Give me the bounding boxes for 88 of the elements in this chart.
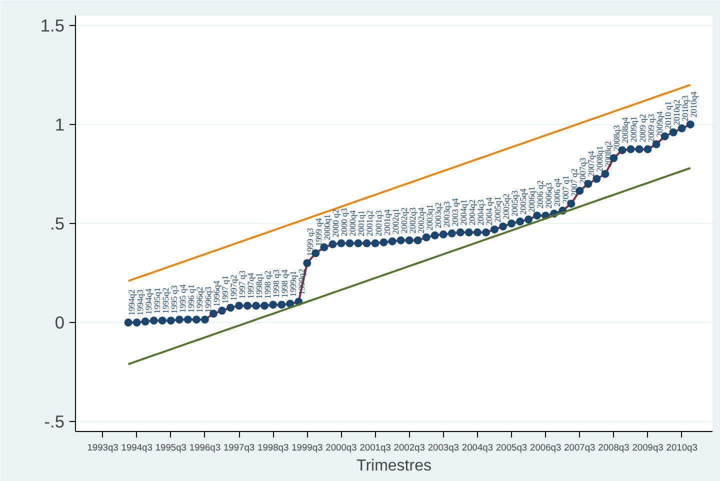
annotation: 2004q2	[466, 199, 477, 226]
annotation: 2000 q2	[330, 209, 341, 238]
annotation: 1997q4	[246, 272, 256, 299]
annotation: 1995 q3	[168, 285, 179, 314]
x-tick-label: 2010q3	[666, 442, 698, 452]
annotation: 2003q3	[441, 201, 452, 228]
annotation: 2002q2	[398, 207, 409, 234]
annotation: 2003q1	[424, 204, 434, 230]
annotation: 1994q2	[126, 290, 136, 316]
x-tick-label: 1995q3	[155, 442, 186, 452]
y-tick-label: 1	[54, 114, 65, 134]
annotation: 2005q4	[518, 188, 528, 215]
annotation: 1997 q3	[237, 270, 248, 299]
annotation: 2007q3	[578, 158, 588, 184]
annotation: 2006 q2	[535, 180, 546, 209]
x-axis-title: Trimestres	[356, 458, 432, 474]
annotation: 1996 q1	[186, 284, 196, 313]
annotation: 1999 q4	[314, 217, 324, 246]
annotation: 2001q1	[356, 210, 366, 236]
annotation: 2007q4	[586, 150, 596, 177]
annotation: 1999q1	[288, 270, 298, 297]
annotation: 2010q2	[671, 99, 682, 126]
annotation: 2009q1	[628, 116, 639, 142]
annotation: 2006 q4	[552, 178, 562, 207]
annotation: 2001q2	[364, 210, 375, 236]
y-tick-label: -.5	[44, 412, 65, 432]
annotation: 2006q1	[526, 186, 537, 213]
annotation: 2002q1	[390, 208, 400, 234]
annotation: 2008q1	[594, 146, 605, 172]
annotation: 2000q4	[348, 210, 358, 236]
annotation: 2003 q4	[450, 198, 460, 226]
annotation: 2009 q3	[646, 114, 656, 142]
x-tick-label: 2004q3	[462, 442, 494, 452]
x-tick-label: 1996q3	[189, 442, 221, 452]
annotation: 1994q3	[134, 290, 145, 316]
annotation: 1998 q3	[271, 270, 282, 298]
annotation: 2010q3	[680, 95, 690, 122]
x-tick-label: 2006q3	[530, 442, 562, 452]
annotation: 2010q4	[688, 90, 698, 118]
annotation: 2004q1	[458, 199, 468, 226]
x-tick-label: 2002q3	[394, 442, 425, 452]
annotation: 1996q3	[202, 286, 213, 313]
annotation: 2000q1	[322, 214, 332, 240]
annotation: 2007 q1	[560, 175, 571, 204]
x-tick-label: 2008q3	[598, 442, 630, 452]
annotation: 2000 q3	[339, 208, 350, 236]
y-tick-label: 0	[54, 312, 65, 333]
x-tick-label: 2005q3	[496, 442, 528, 452]
x-tick-label: 2003q3	[428, 442, 459, 452]
y-tick-label: .5	[50, 214, 64, 234]
annotation: 1996q2	[194, 286, 204, 313]
annotation: 1998q1	[254, 272, 264, 299]
annotation: 1995 q4	[177, 284, 188, 313]
annotation: 2002q3	[407, 207, 418, 234]
annotation: 2004q3	[475, 199, 486, 226]
x-tick-label: 1997q3	[223, 442, 255, 452]
x-tick-label: 2007q3	[564, 442, 596, 452]
annotation: 2005q2	[501, 194, 512, 220]
annotation: 2004 q4	[484, 196, 494, 226]
annotation: 1997 q1	[220, 276, 230, 304]
annotation: 2007 q2	[569, 168, 580, 197]
x-tick-label: 2009q3	[632, 442, 664, 452]
annotation: 2005q1	[492, 196, 502, 222]
annotation: 1994q4	[143, 288, 154, 315]
annotation: 1996q4	[211, 280, 222, 307]
annotation: 2008q2	[603, 141, 614, 167]
annotation: 2002q4	[416, 206, 426, 234]
y-tick-label: 1.5	[40, 15, 65, 36]
annotation: 2001q3	[373, 210, 384, 236]
annotation: 1998 q2	[262, 270, 273, 299]
x-tick-label: 1993q3	[87, 442, 118, 452]
x-tick-label: 1999q3	[292, 442, 323, 452]
annotation: 2009 q2	[637, 114, 648, 142]
annotation: 2003q2	[432, 202, 443, 228]
x-tick-label: 2000q3	[326, 442, 357, 452]
annotation: 2005q3	[510, 190, 520, 216]
annotation: 2010 q1	[662, 101, 673, 130]
x-tick-label: 1994q3	[121, 442, 152, 452]
x-tick-label: 2001q3	[360, 442, 391, 452]
annotation: 1998 q4	[280, 268, 290, 298]
annotation: 1999q2	[296, 268, 307, 295]
annotation: 2008q4	[620, 116, 630, 144]
x-tick-label: 1998q3	[258, 442, 289, 452]
annotation: 2006q3	[544, 182, 554, 209]
annotation: 1995q2	[160, 288, 170, 314]
annotation: 1997q2	[228, 274, 238, 301]
annotation: 2001q4	[382, 208, 392, 236]
annotation: 1995q1	[152, 288, 162, 314]
